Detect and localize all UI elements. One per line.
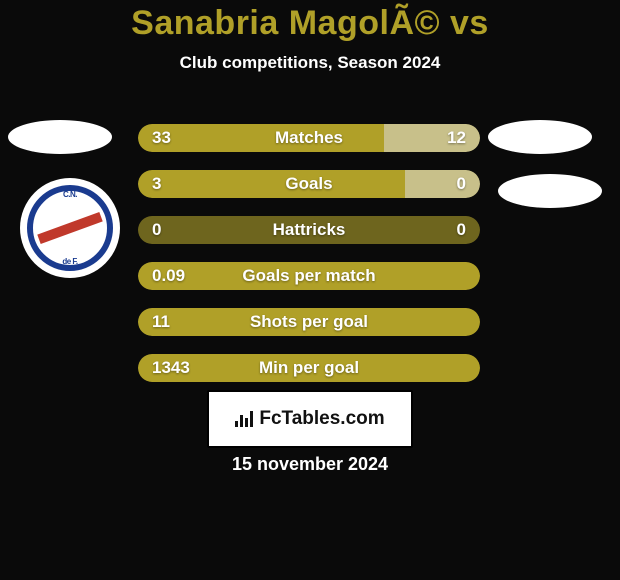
stat-row: Matches3312 [138, 124, 480, 152]
subtitle: Club competitions, Season 2024 [0, 53, 620, 73]
stat-row: Shots per goal11 [138, 308, 480, 336]
stat-bar-left [138, 308, 480, 336]
stat-bar-right [384, 124, 480, 152]
stat-row: Goals per match0.09 [138, 262, 480, 290]
club-badge-text-top: C.N. [63, 190, 77, 199]
logo-left-1 [8, 120, 112, 154]
stat-row: Min per goal1343 [138, 354, 480, 382]
brand-badge: FcTables.com [207, 390, 413, 448]
stat-bar-left [138, 124, 384, 152]
logo-right-2 [498, 174, 602, 208]
club-badge-ring: C.N. de F. [27, 185, 113, 271]
club-badge-stripe [37, 212, 102, 244]
brand-bars-icon [235, 411, 253, 427]
stat-bar-left [138, 354, 480, 382]
stat-bar-right [405, 170, 480, 198]
page-title: Sanabria MagolÃ© vs [0, 4, 620, 43]
date-text: 15 november 2024 [0, 454, 620, 475]
logo-right-1 [488, 120, 592, 154]
canvas: Sanabria MagolÃ© vs Club competitions, S… [0, 0, 620, 580]
stat-row: Hattricks00 [138, 216, 480, 244]
stat-bar-left [138, 170, 405, 198]
stat-row: Goals30 [138, 170, 480, 198]
stat-bar-left [138, 262, 480, 290]
brand-text: FcTables.com [259, 408, 384, 430]
stat-bar-left [138, 216, 480, 244]
club-badge-left: C.N. de F. [20, 178, 120, 278]
stat-bars: Matches3312 Goals30 Hattricks00 Goals per m… [138, 124, 480, 400]
club-badge-text-bottom: de F. [62, 257, 77, 266]
